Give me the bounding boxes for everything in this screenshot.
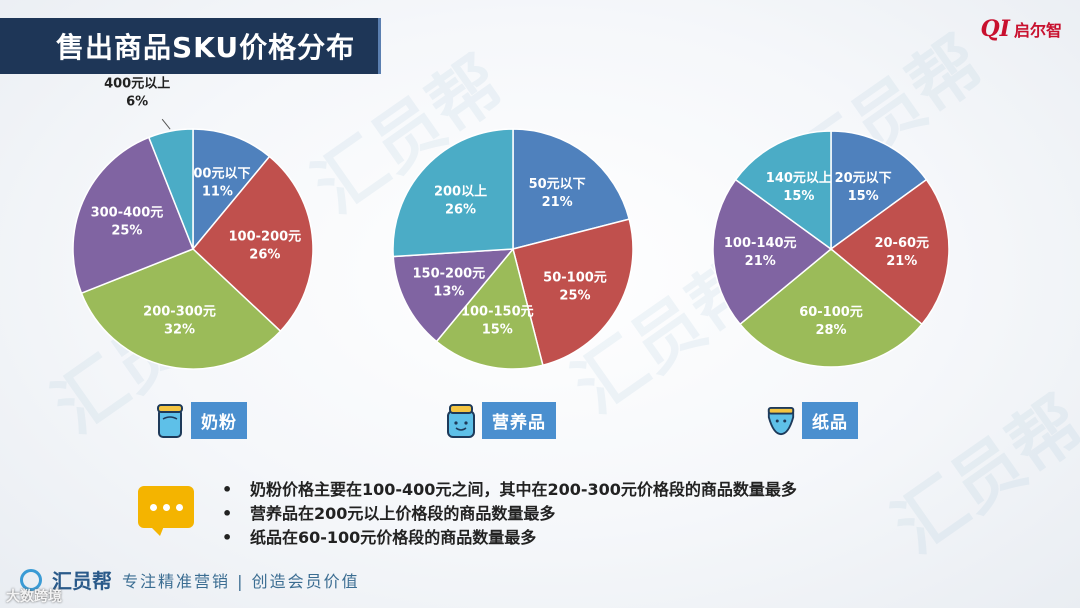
slice-percent: 6% <box>126 94 148 109</box>
slice-percent: 26% <box>249 247 280 262</box>
footer: 汇员帮 专注精准营销 | 创造会员价值 <box>20 565 360 594</box>
slice-label: 140元以上 <box>766 171 832 186</box>
pie-slice <box>191 155 314 333</box>
category-label: 纸品 <box>802 402 858 439</box>
milk-can-icon <box>155 403 185 439</box>
slice-percent: 32% <box>164 323 195 338</box>
slice-label: 100-150元 <box>461 304 534 319</box>
page-title: 售出商品SKU价格分布 <box>56 31 356 64</box>
pie-chart-3: 20元以下 15% 20-60元 21% 60-100元 28% 100-140元 21% 14… <box>712 130 950 368</box>
pie-slice <box>830 130 928 251</box>
slice-percent: 15% <box>482 322 513 337</box>
pie-slice <box>80 248 282 370</box>
slice-percent: 28% <box>815 323 846 338</box>
slice-label: 100-140元 <box>724 236 797 251</box>
pie-slice <box>734 130 832 251</box>
footer-slogan: 专注精准营销 | 创造会员价值 <box>122 571 360 591</box>
slice-percent: 26% <box>445 203 476 218</box>
pie-slice <box>392 248 515 343</box>
category-label: 奶粉 <box>191 402 247 439</box>
slice-label: 100-200元 <box>229 229 302 244</box>
pie-slice <box>147 128 194 250</box>
pie-chart-1: 100元以下 11% 100-200元 26% 200-300元 32% 300-400元 2… <box>72 76 314 370</box>
slice-percent: 21% <box>542 195 573 210</box>
category-nutrition: 营养品 <box>446 402 556 439</box>
slice-label: 400元以上 <box>104 76 170 91</box>
note-item: 纸品在60-100元价格段的商品数量最多 <box>222 526 797 550</box>
nutrition-jar-icon <box>446 403 476 439</box>
chat-bubble-icon <box>138 486 194 528</box>
slice-label: 200以上 <box>434 185 487 200</box>
pie-slice <box>512 218 634 367</box>
slice-label: 50元以下 <box>529 177 586 192</box>
pie-slice <box>512 128 631 250</box>
slice-label: 20-60元 <box>874 236 929 251</box>
company-logo: QI 启尔智 <box>981 16 1062 42</box>
slice-label: 200-300元 <box>143 305 216 320</box>
slice-percent: 21% <box>886 254 917 269</box>
logo-text: 启尔智 <box>1013 21 1062 40</box>
note-item: 奶粉价格主要在100-400元之间，其中在200-300元价格段的商品数量最多 <box>222 478 797 502</box>
pie-slice <box>829 178 950 326</box>
pie-slice <box>72 136 194 295</box>
slice-label: 50-100元 <box>543 271 607 286</box>
pie-chart-2: 50元以下 21% 50-100元 25% 100-150元 15% 150-200元 13%… <box>392 128 634 370</box>
leader-line <box>161 118 171 130</box>
slice-label: 60-100元 <box>799 305 863 320</box>
pie-slice <box>739 248 923 368</box>
slice-percent: 15% <box>783 189 814 204</box>
corner-watermark: 大数跨境 <box>6 589 62 605</box>
diaper-icon <box>766 403 796 439</box>
pie-slice <box>435 247 544 370</box>
brand-icon <box>20 568 42 591</box>
slice-percent: 15% <box>848 189 879 204</box>
pie-slice <box>392 128 514 258</box>
chat-bubble-tail <box>150 526 164 536</box>
category-label: 营养品 <box>482 402 556 439</box>
slice-percent: 25% <box>559 289 590 304</box>
footer-brand: 汇员帮 <box>52 569 112 593</box>
slice-percent: 25% <box>111 223 142 238</box>
slice-label: 300-400元 <box>91 205 164 220</box>
slice-percent: 11% <box>202 184 233 199</box>
pie-slice <box>712 178 833 326</box>
slice-label: 100元以下 <box>184 166 250 181</box>
slice-label: 20元以下 <box>835 171 892 186</box>
category-milk-powder: 奶粉 <box>155 402 247 439</box>
slice-percent: 21% <box>745 254 776 269</box>
slice-percent: 13% <box>433 285 464 300</box>
summary-notes: 奶粉价格主要在100-400元之间，其中在200-300元价格段的商品数量最多 … <box>222 478 797 550</box>
title-bar: 售出商品SKU价格分布 <box>0 18 381 74</box>
slice-label: 150-200元 <box>413 267 486 282</box>
pie-slice <box>192 128 271 252</box>
category-paper: 纸品 <box>766 402 858 439</box>
note-item: 营养品在200元以上价格段的商品数量最多 <box>222 502 797 526</box>
logo-mark: QI <box>980 16 1010 42</box>
